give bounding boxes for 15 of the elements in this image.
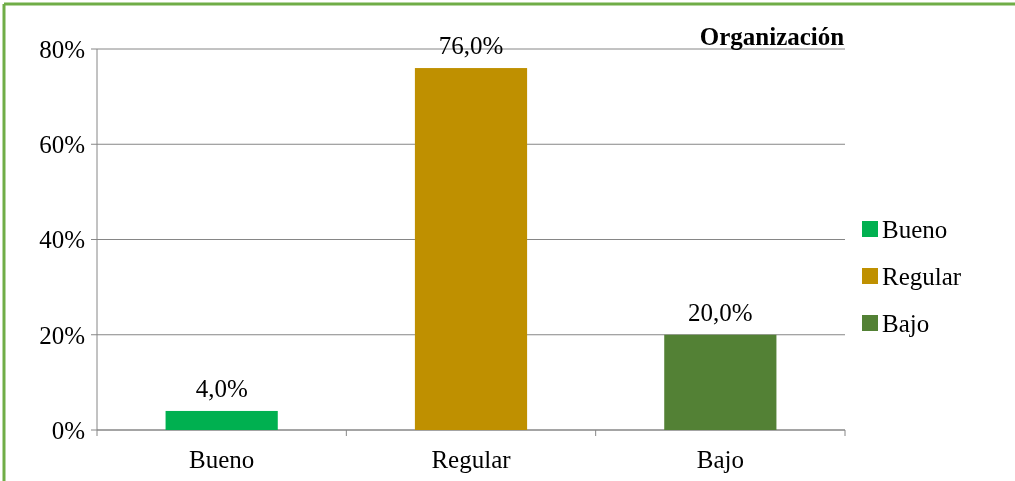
data-label: 4,0% [195,374,248,402]
y-tick-label: 0% [51,416,85,444]
x-tick-label: Bajo [696,446,744,473]
data-label: 20,0% [688,298,753,326]
chart-title: Organización [699,23,845,50]
legend-label: Bajo [882,309,930,337]
y-tick-label: 20% [39,321,85,349]
y-tick-label: 40% [39,226,85,254]
y-tick-label: 60% [39,131,85,158]
x-tick-label: Regular [431,446,512,473]
data-label: 76,0% [438,32,504,60]
x-tick-label: Bueno [189,446,255,473]
y-tick-label: 80% [39,35,85,63]
legend-label: Regular [882,262,962,290]
legend-label: Bueno [882,215,948,243]
